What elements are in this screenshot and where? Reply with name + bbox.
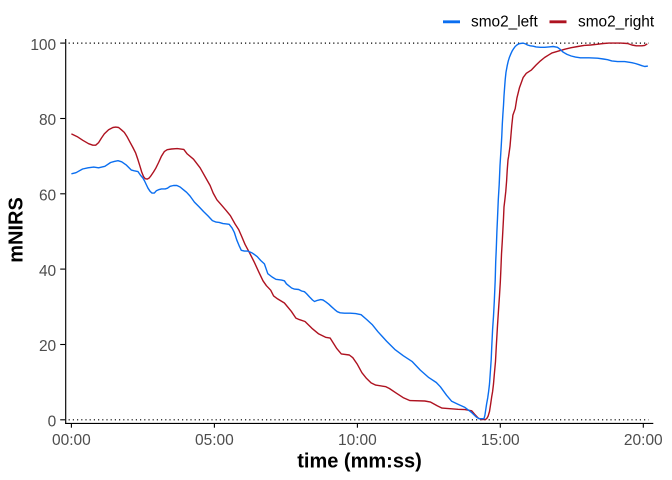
svg-text:20:00: 20:00 <box>624 432 663 449</box>
svg-text:smo2_left: smo2_left <box>471 14 538 31</box>
svg-text:60: 60 <box>39 188 57 205</box>
svg-text:smo2_right: smo2_right <box>578 14 655 31</box>
svg-text:20: 20 <box>39 338 57 355</box>
svg-text:40: 40 <box>39 263 57 280</box>
svg-text:10:00: 10:00 <box>338 432 377 449</box>
svg-text:80: 80 <box>39 112 57 129</box>
svg-text:05:00: 05:00 <box>195 432 234 449</box>
svg-text:15:00: 15:00 <box>481 432 520 449</box>
svg-text:mNIRS: mNIRS <box>6 197 28 263</box>
svg-text:0: 0 <box>48 413 57 430</box>
svg-text:00:00: 00:00 <box>52 432 91 449</box>
svg-text:time (mm:ss): time (mm:ss) <box>297 450 421 472</box>
svg-text:100: 100 <box>30 37 56 54</box>
